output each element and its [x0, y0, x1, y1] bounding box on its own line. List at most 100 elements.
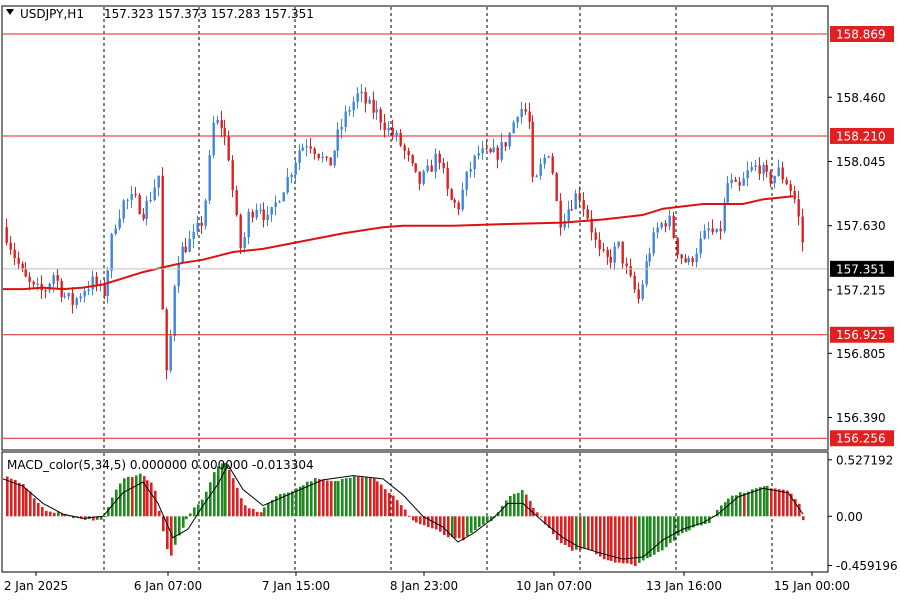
- candle-body: [664, 223, 667, 227]
- level-tag-bg: [830, 430, 894, 447]
- candle-body: [512, 122, 515, 134]
- macd-bar: [536, 512, 539, 517]
- macd-bar: [423, 516, 426, 526]
- macd-bar: [380, 484, 383, 517]
- macd-bar: [599, 516, 602, 557]
- macd-bar: [739, 492, 742, 517]
- macd-bar: [778, 489, 781, 517]
- candles-layer: [5, 83, 804, 380]
- candle-body: [301, 147, 304, 151]
- macd-bar: [794, 499, 797, 517]
- candle-body: [754, 165, 757, 167]
- candle-body: [606, 249, 609, 257]
- candle-body: [559, 200, 562, 228]
- candle-body: [621, 241, 624, 264]
- candle-body: [465, 171, 468, 190]
- candle-body: [278, 201, 281, 203]
- candle-body: [239, 215, 242, 248]
- candle-body: [118, 218, 121, 229]
- candle-body: [56, 275, 59, 281]
- macd-bar: [735, 495, 738, 517]
- macd-signal-line: [2, 463, 804, 560]
- macd-bar: [634, 516, 637, 567]
- candle-body: [216, 119, 219, 123]
- candle-body: [317, 153, 320, 159]
- macd-bar: [337, 481, 340, 517]
- candle-body: [379, 109, 382, 123]
- candle-body: [204, 200, 207, 226]
- candle-body: [461, 189, 464, 210]
- dropdown-triangle-icon[interactable]: [6, 9, 14, 15]
- macd-tick-label: -0.459196: [836, 559, 898, 573]
- candle-body: [270, 207, 273, 215]
- candle-body: [543, 157, 546, 165]
- candle-body: [79, 296, 82, 299]
- candle-body: [539, 164, 542, 176]
- macd-bar: [64, 514, 67, 517]
- macd-bar: [696, 516, 699, 526]
- ohlc-readout: 157.323 157.373 157.283 157.351: [104, 7, 314, 21]
- level-tag-bg: [830, 326, 894, 343]
- candle-body: [485, 148, 488, 150]
- macd-bar: [29, 491, 32, 517]
- macd-bar: [579, 516, 582, 550]
- candle-body: [473, 155, 476, 170]
- macd-bar: [610, 516, 613, 561]
- macd-histogram-layer: [6, 463, 805, 567]
- candle-body: [711, 228, 714, 233]
- candle-body: [555, 173, 558, 201]
- candle-body: [325, 156, 328, 158]
- macd-bar: [295, 488, 298, 517]
- candle-body: [352, 101, 355, 111]
- macd-bar: [774, 488, 777, 517]
- candle-body: [629, 266, 632, 276]
- candle-body: [212, 122, 215, 156]
- macd-bar: [334, 481, 337, 517]
- time-axis-label: 10 Jan 07:00: [516, 579, 592, 593]
- macd-bar: [376, 481, 379, 517]
- candle-body: [672, 215, 675, 238]
- candle-body: [418, 171, 421, 184]
- macd-bar: [731, 495, 734, 517]
- symbol-label: USDJPY,H1: [20, 7, 84, 21]
- macd-bar: [673, 516, 676, 541]
- candle-body: [633, 275, 636, 290]
- macd-bar: [213, 472, 216, 517]
- macd-bar: [560, 516, 563, 544]
- candle-body: [625, 263, 628, 267]
- candle-body: [430, 165, 433, 172]
- macd-bar: [162, 516, 165, 532]
- macd-bar: [143, 476, 146, 517]
- macd-bar: [454, 516, 457, 539]
- macd-bar: [501, 505, 504, 517]
- candle-body: [797, 199, 800, 217]
- candle-body: [773, 176, 776, 184]
- candle-body: [594, 232, 597, 240]
- macd-bar: [299, 486, 302, 517]
- macd-bar: [14, 479, 17, 517]
- candle-body: [181, 246, 184, 264]
- candle-body: [208, 155, 211, 201]
- candle-body: [360, 91, 363, 94]
- macd-bar: [591, 516, 594, 551]
- candle-body: [122, 200, 125, 219]
- price-tick-label: 156.805: [836, 347, 886, 361]
- candle-body: [442, 162, 445, 169]
- macd-bar: [447, 516, 450, 538]
- macd-bar: [400, 505, 403, 517]
- candle-body: [336, 129, 339, 151]
- macd-bar: [209, 482, 212, 517]
- macd-bar: [178, 516, 181, 536]
- macd-bar: [529, 500, 532, 517]
- macd-bar: [486, 516, 489, 522]
- macd-tick-label: 0.00: [836, 510, 863, 524]
- candle-body: [411, 155, 414, 164]
- macd-bar: [505, 500, 508, 517]
- candle-body: [32, 281, 35, 285]
- macd-bar: [685, 516, 688, 532]
- candle-body: [578, 193, 581, 201]
- macd-bar: [302, 485, 305, 517]
- candle-body: [165, 309, 168, 371]
- macd-bar: [396, 500, 399, 517]
